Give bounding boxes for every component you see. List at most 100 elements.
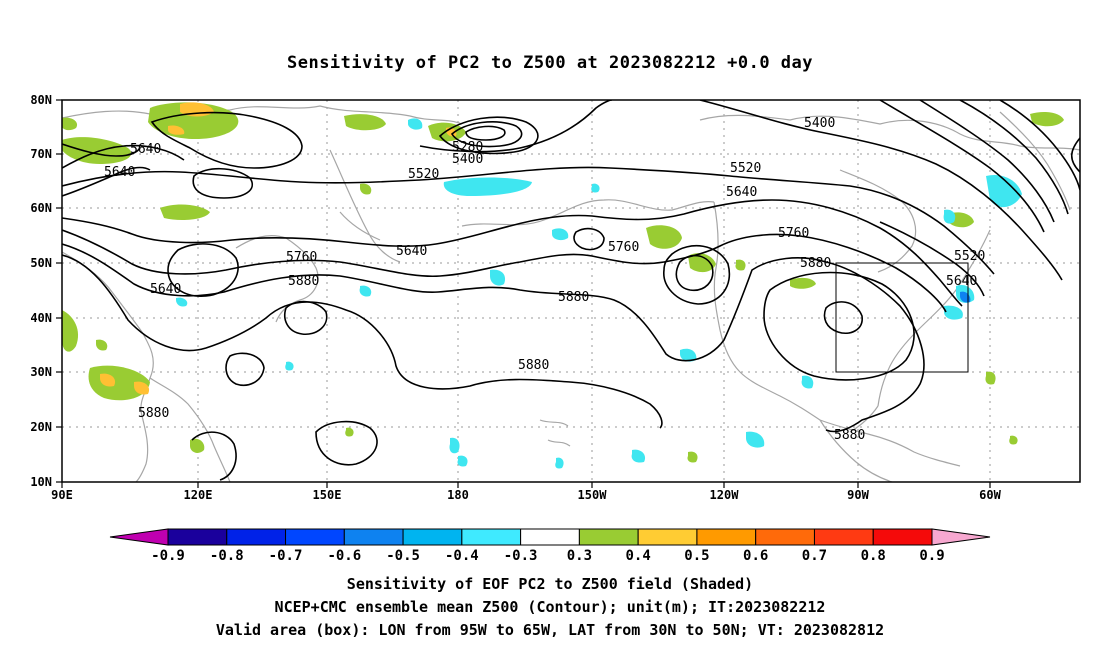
coastline-na-west bbox=[713, 201, 821, 421]
lon-label: 60W bbox=[979, 488, 1001, 502]
coastline-canada-arctic bbox=[699, 114, 1080, 151]
shade-pos-region bbox=[190, 438, 205, 453]
colorbar-box bbox=[696, 528, 757, 546]
colorbar-box bbox=[285, 528, 345, 546]
contour-5760 bbox=[62, 229, 947, 313]
colorbar-label: -0.5 bbox=[386, 548, 420, 564]
contour-label: 5640 bbox=[946, 274, 977, 289]
contour-label: 5640 bbox=[150, 282, 181, 297]
shade-neg-region bbox=[555, 457, 564, 469]
contour-5760-closed bbox=[167, 243, 239, 297]
colorbar-label: -0.9 bbox=[151, 548, 185, 564]
colorbar-box bbox=[755, 528, 815, 546]
map-background bbox=[62, 100, 1080, 482]
shade-neg-region bbox=[746, 431, 765, 448]
lat-label: 20N bbox=[30, 420, 52, 434]
shade-neg-region bbox=[457, 455, 468, 467]
contour-5640-closed bbox=[192, 167, 253, 199]
shade-pos-region bbox=[344, 114, 386, 131]
lon-label: 150E bbox=[313, 488, 342, 502]
contour-label: 5520 bbox=[408, 167, 439, 182]
colorbar-label: -0.6 bbox=[327, 548, 361, 564]
coastline-pacific-islands bbox=[539, 419, 571, 447]
contour-label: 5880 bbox=[834, 428, 865, 443]
coastline-gulf bbox=[819, 419, 961, 467]
coastline-central-america bbox=[819, 419, 893, 482]
map-plot-area: 5640 5640 5640 5640 5400 5280 5400 5520 … bbox=[30, 93, 1081, 502]
z500-contours bbox=[62, 100, 1080, 481]
shade-pos-region bbox=[688, 253, 716, 273]
lat-label: 60N bbox=[30, 201, 52, 215]
coastline-china-coast bbox=[149, 377, 231, 482]
contour-5520 bbox=[62, 144, 185, 169]
shade-neg-region bbox=[591, 183, 600, 193]
contour-ridge-arctic bbox=[879, 100, 1045, 233]
colorbar-label: -0.8 bbox=[210, 548, 244, 564]
contour-label: 5640 bbox=[130, 142, 161, 157]
contour-5400 bbox=[699, 100, 1063, 281]
shade-neg-region bbox=[986, 174, 1022, 208]
shade-pos-region bbox=[646, 225, 682, 249]
positive-shading bbox=[62, 102, 1064, 463]
contour-5760-closed bbox=[663, 245, 731, 305]
lat-label: 70N bbox=[30, 147, 52, 161]
shade-neg-region bbox=[176, 297, 188, 307]
contour-5280 bbox=[465, 125, 506, 141]
colorbar-labels: -0.9 -0.8 -0.7 -0.6 -0.5 -0.4 -0.3 0.3 0.4 0.5 0.6… bbox=[151, 548, 945, 564]
colorbar-right-arrow bbox=[931, 528, 991, 546]
contour-5400 bbox=[150, 111, 303, 169]
contour-5880 bbox=[62, 254, 663, 429]
colorbar-label: -0.3 bbox=[504, 548, 538, 564]
longitude-labels: 90E 120E 150E 180 150W 120W 90W 60W bbox=[51, 488, 1001, 502]
shade-pos-region bbox=[345, 427, 354, 437]
colorbar-box bbox=[637, 528, 698, 546]
coastlines bbox=[62, 105, 1080, 482]
contour-label: 5880 bbox=[558, 290, 589, 305]
shade-pos-region bbox=[1030, 112, 1064, 127]
figure-caption: Sensitivity of EOF PC2 to Z500 field (Sh… bbox=[216, 575, 884, 639]
colorbar-label: 0.5 bbox=[684, 548, 709, 564]
contour-label: 5880 bbox=[800, 256, 831, 271]
colorbar-box bbox=[813, 528, 874, 546]
shade-pos-region bbox=[687, 451, 698, 463]
map-title: Sensitivity of PC2 to Z500 at 2023082212… bbox=[287, 53, 813, 73]
contour-5880-closed bbox=[225, 352, 265, 386]
contour-5640 bbox=[62, 143, 141, 157]
shade-neg-region bbox=[801, 375, 814, 389]
contour-ridge-arctic bbox=[919, 100, 1055, 223]
shade-pos-region bbox=[735, 259, 746, 271]
contour-5880-closed bbox=[284, 300, 328, 336]
latitude-labels: 80N 70N 60N 50N 40N 30N 20N 10N bbox=[30, 93, 52, 489]
shade-neg-region bbox=[552, 228, 569, 241]
shade-neg-region bbox=[943, 209, 956, 224]
colorbar-box bbox=[343, 528, 404, 546]
lat-label: 10N bbox=[30, 475, 52, 489]
lon-label: 90W bbox=[847, 488, 869, 502]
colorbar-box bbox=[872, 528, 933, 546]
shade-pos-region bbox=[985, 371, 996, 385]
colorbar-box bbox=[461, 528, 522, 546]
colorbar-label: 0.7 bbox=[802, 548, 827, 564]
contour-5280 bbox=[438, 116, 539, 155]
contour-label: 5880 bbox=[288, 274, 319, 289]
contour-5880 bbox=[62, 243, 925, 433]
axis-ticks bbox=[56, 99, 991, 488]
contour-5520 bbox=[62, 166, 995, 275]
shade-neg-region bbox=[449, 437, 460, 454]
lat-label: 80N bbox=[30, 93, 52, 107]
shade-neg-region bbox=[490, 269, 506, 286]
shade-pos-region bbox=[1009, 435, 1018, 445]
shade-pos-region bbox=[360, 183, 372, 195]
lon-label: 120W bbox=[710, 488, 740, 502]
contour-5760-closed bbox=[573, 227, 605, 251]
lon-label: 180 bbox=[447, 488, 469, 502]
coastline-greenland bbox=[999, 111, 1071, 211]
lat-label: 30N bbox=[30, 365, 52, 379]
contour-ridge-arctic bbox=[999, 100, 1080, 191]
shade-pos-region bbox=[160, 204, 210, 220]
contour-5280 bbox=[450, 121, 523, 148]
contour-5880-closed bbox=[823, 301, 863, 334]
lon-label: 90E bbox=[51, 488, 73, 502]
colorbar-box bbox=[167, 528, 228, 546]
